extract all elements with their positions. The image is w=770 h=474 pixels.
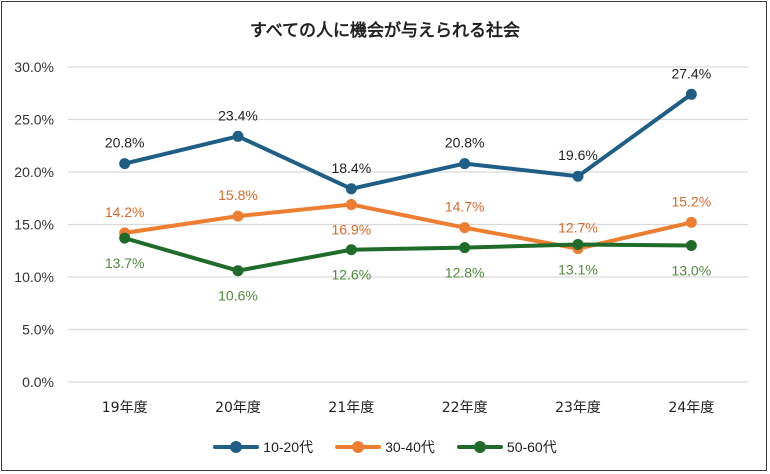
data-label: 13.7%	[105, 255, 145, 271]
data-label: 18.4%	[331, 160, 371, 176]
y-tick-label: 30.0%	[14, 59, 54, 75]
legend-label: 10-20代	[263, 439, 314, 455]
y-axis-ticks: 0.0% 5.0% 10.0% 15.0% 20.0% 25.0% 30.0%	[14, 59, 54, 390]
data-labels: 20.8% 23.4% 18.4% 20.8% 19.6% 27.4% 14.2% 15.8%…	[105, 65, 711, 303]
legend-label: 30-40代	[385, 439, 435, 455]
data-label: 12.7%	[558, 220, 598, 236]
y-tick-label: 5.0%	[22, 322, 54, 338]
data-point	[232, 130, 244, 142]
legend-item-30-40[interactable]: 30-40代	[335, 437, 435, 457]
data-label: 12.6%	[331, 267, 371, 283]
data-label: 15.8%	[218, 187, 258, 203]
data-label: 14.2%	[105, 204, 145, 220]
data-label: 23.4%	[218, 107, 258, 123]
data-label: 20.8%	[445, 135, 485, 151]
data-label: 14.7%	[445, 199, 485, 215]
series-lines	[119, 88, 697, 277]
data-point	[232, 265, 244, 277]
series-line-2	[122, 236, 694, 273]
data-point	[685, 216, 697, 228]
data-point	[232, 210, 244, 222]
legend-item-50-60[interactable]: 50-60代	[456, 437, 557, 457]
data-point	[572, 170, 584, 182]
legend-marker	[213, 441, 260, 453]
data-label: 12.8%	[445, 265, 485, 281]
x-tick-label: 19年度	[102, 400, 148, 416]
data-label: 27.4%	[671, 65, 711, 81]
x-axis-ticks: 19年度 20年度 21年度 22年度 23年度 24年度	[102, 400, 714, 416]
chart-title: すべての人に機会が与えられる社会	[249, 21, 521, 41]
x-tick-label: 22年度	[442, 400, 488, 416]
data-point	[459, 158, 471, 170]
y-tick-label: 0.0%	[22, 374, 54, 390]
data-label: 19.6%	[558, 147, 598, 163]
legend-item-10-20[interactable]: 10-20代	[213, 437, 313, 457]
data-point	[459, 222, 471, 234]
data-point	[345, 183, 357, 195]
data-point	[345, 244, 357, 256]
data-label: 16.9%	[331, 222, 371, 238]
data-point	[572, 238, 584, 250]
data-point	[685, 88, 697, 100]
data-label: 20.8%	[105, 135, 145, 151]
data-label: 10.6%	[218, 288, 258, 304]
data-label: 13.1%	[558, 261, 598, 277]
legend: 10-20代 30-40代 50-60代	[0, 437, 770, 457]
legend-label: 50-60代	[506, 439, 557, 455]
x-tick-label: 20年度	[215, 400, 261, 416]
data-point	[459, 242, 471, 254]
y-tick-label: 15.0%	[14, 217, 54, 233]
data-label: 13.0%	[671, 263, 711, 279]
series-line-0	[122, 92, 694, 191]
data-point	[119, 232, 131, 244]
data-point	[685, 240, 697, 251]
data-point	[345, 199, 357, 211]
data-label: 15.2%	[671, 193, 711, 209]
x-tick-label: 23年度	[555, 400, 601, 416]
y-tick-label: 25.0%	[14, 112, 54, 128]
legend-marker	[335, 441, 382, 453]
y-tick-label: 20.0%	[14, 164, 54, 180]
series-line-1	[122, 202, 694, 251]
y-tick-label: 10.0%	[14, 269, 54, 285]
legend-marker	[456, 441, 503, 453]
gridlines	[68, 66, 748, 383]
data-point	[119, 158, 131, 170]
x-tick-label: 24年度	[668, 400, 714, 416]
x-tick-label: 21年度	[328, 400, 374, 416]
